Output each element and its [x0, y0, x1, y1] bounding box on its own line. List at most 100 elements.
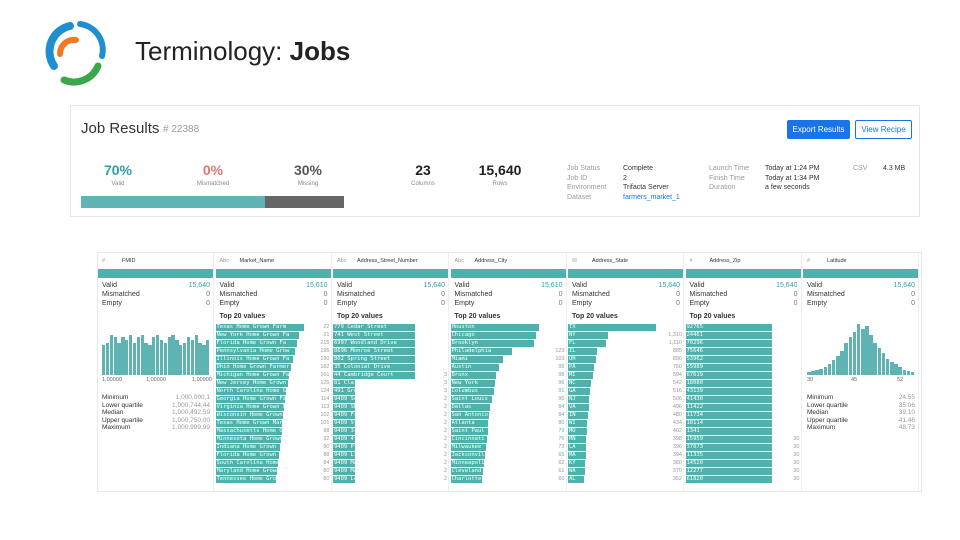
- top-value-row[interactable]: 1341: [685, 427, 801, 435]
- histogram-bar[interactable]: [811, 370, 815, 375]
- top-value-row[interactable]: Maryland Home Grown Fa 80: [215, 467, 331, 475]
- top-value-row[interactable]: Atlanta 80: [450, 419, 566, 427]
- top-value-row[interactable]: 11335 30: [685, 451, 801, 459]
- histogram-bar[interactable]: [856, 323, 861, 375]
- top-value-row[interactable]: OH 856: [568, 355, 683, 363]
- top-value-row[interactable]: 55989: [685, 363, 801, 371]
- top-value-row[interactable]: 9409 Locust Lane 2: [333, 475, 448, 483]
- histogram-bar[interactable]: [807, 372, 811, 375]
- top-value-row[interactable]: AL 352: [568, 475, 683, 483]
- top-value-row[interactable]: 67619: [685, 371, 801, 379]
- histogram-bar[interactable]: [198, 342, 202, 375]
- top-value-row[interactable]: 9409 State Street 2: [333, 419, 448, 427]
- top-value-row[interactable]: Columbus 91: [450, 387, 566, 395]
- dataset-link[interactable]: farmers_market_1: [623, 193, 680, 201]
- top-value-row[interactable]: 6997 Woodland Drive: [333, 339, 448, 347]
- top-value-row[interactable]: Texas Home Grown Marke 101: [215, 419, 331, 427]
- top-value-row[interactable]: Miami 103: [450, 355, 566, 363]
- histogram-bar[interactable]: [852, 331, 857, 375]
- histogram-bar[interactable]: [848, 337, 853, 375]
- top-value-row[interactable]: 44 Cambridge Court 3: [333, 371, 448, 379]
- top-value-row[interactable]: NY 1,310: [568, 331, 683, 339]
- top-value-row[interactable]: Indiana Home Grown Far 90: [215, 443, 331, 451]
- top-value-row[interactable]: Illinois Home Grown Fa 190: [215, 355, 331, 363]
- column-card[interactable]: # FMID Valid 15,640 Mismatched 0 Empty 0 1,00000…: [98, 253, 214, 491]
- top-value-row[interactable]: Houston: [450, 323, 566, 331]
- top-value-row[interactable]: Virginia Home Grown Fa 113: [215, 403, 331, 411]
- top-value-row[interactable]: 9409 Magnolia Ave 2: [333, 467, 448, 475]
- top-value-row[interactable]: 779 Cedar Street: [333, 323, 448, 331]
- histogram-bar[interactable]: [109, 334, 113, 375]
- top-value-row[interactable]: New York 96: [450, 379, 566, 387]
- top-value-row[interactable]: Michigan Home Grown Fa 161: [215, 371, 331, 379]
- top-value-row[interactable]: Cincinnati 76: [450, 435, 566, 443]
- top-value-row[interactable]: 18114: [685, 419, 801, 427]
- top-value-row[interactable]: IN 480: [568, 411, 683, 419]
- histogram-bar[interactable]: [167, 337, 171, 375]
- top-value-row[interactable]: 9409 Sheridan Drive 2: [333, 403, 448, 411]
- top-value-row[interactable]: South Carolina Home Gr 84: [215, 459, 331, 467]
- histogram-bar[interactable]: [865, 326, 869, 375]
- column-quality-bar[interactable]: [685, 269, 801, 278]
- column-card[interactable]: ☒ Address_State Valid 15,640 Mismatched 0 Empt…: [568, 253, 684, 491]
- column-card[interactable]: # Latitude Valid 15,640 Mismatched 0 Empty 0 30 4…: [803, 253, 919, 491]
- top-value-row[interactable]: IL 885: [568, 347, 683, 355]
- top-value-row[interactable]: NJ 506: [568, 395, 683, 403]
- top-value-row[interactable]: Bronx 98: [450, 371, 566, 379]
- top-value-row[interactable]: Minneapolis 62: [450, 459, 566, 467]
- top-value-row[interactable]: New York Home Grown Fa 21: [215, 331, 331, 339]
- column-quality-bar[interactable]: [450, 269, 566, 278]
- histogram-bar[interactable]: [869, 334, 873, 375]
- top-value-row[interactable]: Philadelphia 123: [450, 347, 566, 355]
- histogram-bar[interactable]: [136, 337, 140, 375]
- top-value-row[interactable]: 9409 3rd St W 2: [333, 427, 448, 435]
- histogram-bar[interactable]: [827, 364, 832, 375]
- top-value-row[interactable]: 9409 Franklin Avenue 2: [333, 411, 448, 419]
- top-value-row[interactable]: Cleveland 61: [450, 467, 566, 475]
- column-card[interactable]: Abc Address_Street_Number Valid 15,640 Misma…: [333, 253, 449, 491]
- top-value-row[interactable]: Texas Home Grown Farm 22: [215, 323, 331, 331]
- top-value-row[interactable]: WI 434: [568, 419, 683, 427]
- histogram-bar[interactable]: [194, 334, 198, 375]
- histogram-bar[interactable]: [171, 334, 175, 375]
- column-header[interactable]: Abc Market_Name: [216, 256, 331, 267]
- histogram-bar[interactable]: [132, 342, 137, 375]
- histogram-bar[interactable]: [898, 366, 902, 375]
- top-value-row[interactable]: Pennsylvania Home Grow 195: [215, 347, 331, 355]
- top-value-row[interactable]: 802 Spring Street: [333, 355, 448, 363]
- column-quality-bar[interactable]: [215, 269, 331, 278]
- histogram-bar[interactable]: [206, 339, 210, 375]
- top-value-row[interactable]: KY 380: [568, 459, 683, 467]
- top-value-row[interactable]: Minnesota Home Grown F 92: [215, 435, 331, 443]
- top-value-row[interactable]: 9409 Pleasant Street 2: [333, 443, 448, 451]
- histogram-bar[interactable]: [831, 359, 836, 375]
- top-value-row[interactable]: 491 Grove St 3: [333, 387, 448, 395]
- histogram-bar[interactable]: [105, 342, 110, 375]
- top-value-row[interactable]: 11734: [685, 411, 801, 419]
- top-value-row[interactable]: Florida Home Grown Fa 215: [215, 339, 331, 347]
- top-value-row[interactable]: MI 594: [568, 371, 683, 379]
- histogram-bar[interactable]: [836, 356, 840, 375]
- top-value-row[interactable]: Charlotte 60: [450, 475, 566, 483]
- histogram-bar[interactable]: [121, 337, 125, 375]
- top-value-row[interactable]: 8696 Monroe Street: [333, 347, 448, 355]
- top-value-row[interactable]: 9409 Lilac Lane 2: [333, 451, 448, 459]
- histogram-bar[interactable]: [819, 368, 823, 375]
- histogram-bar[interactable]: [861, 329, 865, 375]
- top-value-row[interactable]: GA 516: [568, 387, 683, 395]
- top-value-row[interactable]: 53962: [685, 355, 801, 363]
- top-value-row[interactable]: 14520 30: [685, 459, 801, 467]
- top-value-row[interactable]: Saint Paul 79: [450, 427, 566, 435]
- histogram-bar[interactable]: [823, 366, 828, 375]
- top-value-row[interactable]: 15959 30: [685, 435, 801, 443]
- top-value-row[interactable]: LA 396: [568, 443, 683, 451]
- top-value-row[interactable]: Chicago: [450, 331, 566, 339]
- histogram-bar[interactable]: [902, 369, 907, 375]
- histogram-bar[interactable]: [129, 334, 133, 375]
- histogram-bar[interactable]: [117, 342, 121, 375]
- column-quality-bar[interactable]: [98, 269, 213, 278]
- top-value-row[interactable]: Wisconsin Home Grown F 102: [215, 411, 331, 419]
- top-value-row[interactable]: Brooklyn: [450, 339, 566, 347]
- top-value-row[interactable]: 9409 School Street 2: [333, 395, 448, 403]
- column-quality-bar[interactable]: [568, 269, 683, 278]
